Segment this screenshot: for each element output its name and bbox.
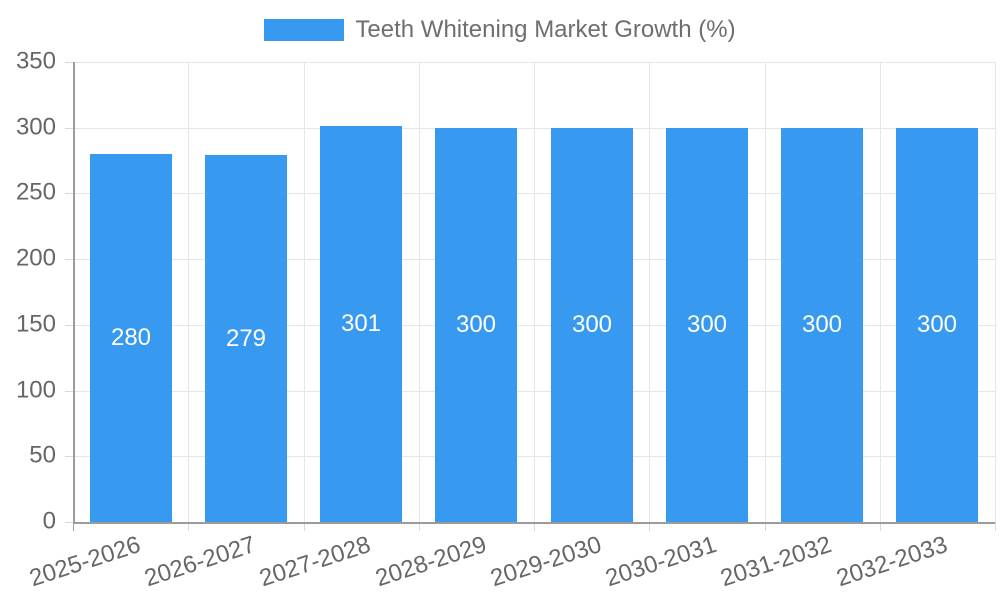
y-axis-tick	[65, 391, 73, 392]
bar-value-label: 300	[916, 311, 958, 338]
x-axis-line	[73, 522, 995, 524]
x-axis-label: 2030-2031	[602, 531, 720, 593]
legend-item[interactable]: Teeth Whitening Market Growth (%)	[0, 16, 1000, 44]
bar-value-label: 300	[801, 311, 843, 338]
gridline-vertical	[304, 62, 305, 522]
y-axis-label: 100	[15, 376, 56, 404]
bar-value-label: 300	[455, 311, 497, 338]
x-axis-label: 2027-2028	[256, 531, 375, 593]
y-axis-label: 0	[42, 507, 56, 535]
x-axis-label: 2028-2029	[371, 531, 490, 593]
gridline-vertical	[880, 62, 881, 522]
y-axis-label: 300	[15, 113, 56, 141]
bar: 280	[90, 154, 172, 522]
x-axis-tick	[304, 522, 305, 531]
legend-label: Teeth Whitening Market Growth (%)	[355, 16, 736, 43]
bar: 300	[781, 128, 863, 522]
legend-swatch	[264, 19, 345, 41]
x-axis-tick	[73, 522, 74, 531]
bar: 300	[551, 128, 633, 522]
x-axis-label: 2032-2033	[832, 531, 951, 593]
y-axis-label: 350	[15, 47, 56, 75]
x-axis-tick	[534, 522, 535, 531]
y-axis-tick	[65, 193, 73, 194]
bar-value-label: 300	[686, 311, 728, 338]
bar: 279	[205, 155, 287, 522]
y-axis-line	[73, 62, 75, 522]
x-axis-tick	[188, 522, 189, 531]
bar: 300	[435, 128, 517, 522]
y-axis-tick	[65, 128, 73, 129]
bar-value-label: 279	[225, 324, 267, 352]
gridline-vertical	[765, 62, 766, 522]
x-axis-label: 2029-2030	[487, 531, 605, 593]
y-axis-tick	[65, 522, 73, 523]
gridline-vertical	[649, 62, 650, 522]
y-axis-label: 150	[15, 310, 56, 338]
bar: 301	[320, 126, 402, 522]
y-axis-label: 50	[29, 441, 56, 469]
y-axis-label: 200	[15, 244, 56, 272]
y-axis-tick	[65, 62, 73, 63]
x-axis-tick	[419, 522, 420, 531]
gridline-vertical	[534, 62, 535, 522]
x-axis-label: 2025-2026	[26, 531, 144, 593]
y-axis-tick	[65, 325, 73, 326]
y-axis-tick	[65, 259, 73, 260]
x-axis-tick	[995, 522, 996, 531]
bar: 300	[896, 128, 978, 522]
gridline-vertical	[995, 62, 996, 522]
y-axis-label: 250	[15, 178, 56, 206]
bar-value-label: 301	[340, 310, 382, 337]
x-axis-label: 2031-2032	[717, 531, 836, 593]
x-axis-tick	[649, 522, 650, 531]
y-axis-tick	[65, 456, 73, 457]
gridline-vertical	[419, 62, 420, 522]
bar-value-label: 280	[110, 324, 152, 351]
bar-value-label: 300	[571, 311, 613, 338]
x-axis-tick	[765, 522, 766, 531]
gridline-vertical	[188, 62, 189, 522]
bar: 300	[666, 128, 748, 522]
x-axis-tick	[880, 522, 881, 531]
x-axis-label: 2026-2027	[141, 531, 259, 593]
